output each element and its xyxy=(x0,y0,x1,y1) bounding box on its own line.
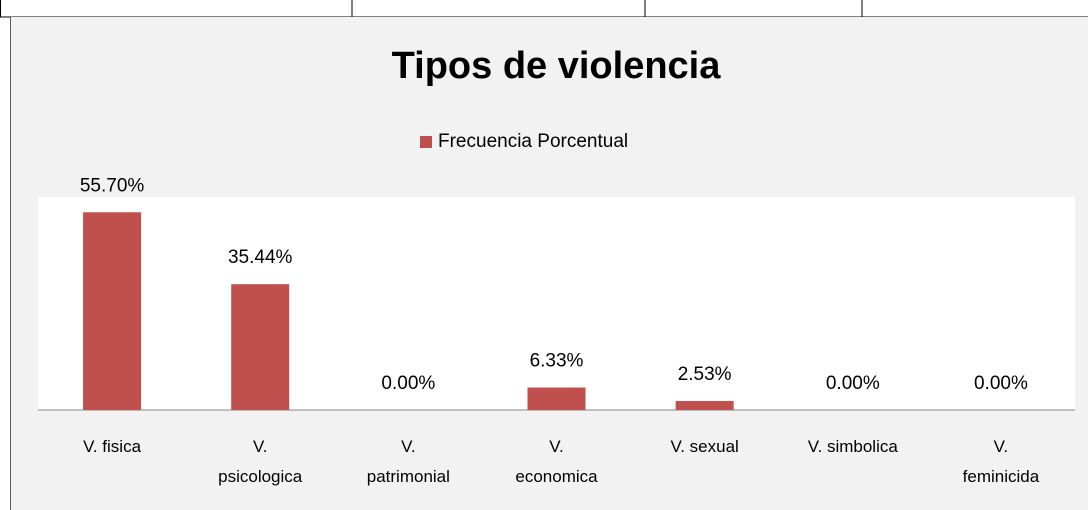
bar xyxy=(675,401,734,410)
data-label: 0.00% xyxy=(381,373,435,394)
chart-title: Tipos de violencia xyxy=(392,45,722,87)
bar xyxy=(231,284,290,410)
x-tick-label: V. simbolica xyxy=(807,437,898,456)
bar xyxy=(83,212,142,410)
data-label: 55.70% xyxy=(80,175,145,196)
x-tick-label: V. economica xyxy=(515,437,598,486)
bar xyxy=(527,387,586,410)
data-label: 2.53% xyxy=(678,364,732,385)
x-tick-label: V. psicologica xyxy=(218,437,303,486)
plot-area xyxy=(38,197,1075,410)
legend-swatch xyxy=(420,136,432,148)
x-tick-label: V. fisica xyxy=(83,437,142,456)
data-label: 0.00% xyxy=(826,373,880,394)
x-tick-label: V. sexual xyxy=(670,437,739,456)
data-label: 6.33% xyxy=(530,351,584,372)
data-label: 35.44% xyxy=(228,247,293,268)
data-label: 0.00% xyxy=(974,373,1028,394)
x-tick-label: V. patrimonial xyxy=(366,437,450,486)
x-tick-label: V. feminicida xyxy=(962,437,1040,486)
legend-label: Frecuencia Porcentual xyxy=(438,131,628,152)
